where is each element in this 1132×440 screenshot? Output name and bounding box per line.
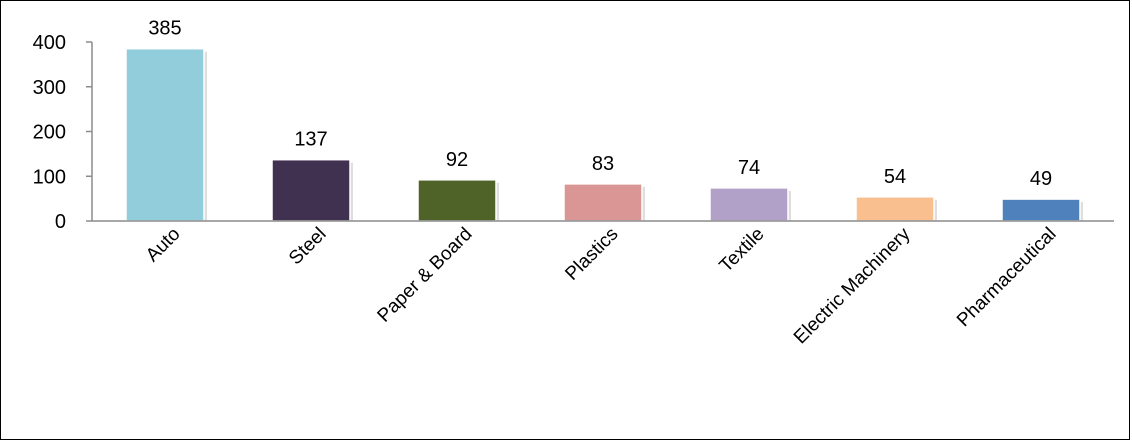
x-tick-label: Textile: [716, 224, 769, 277]
y-tick-label: 400: [33, 32, 66, 54]
bar-chart: 0 100 200 300 400 385 137 92 83 74 54 49 Auto Steel…: [33, 18, 1114, 348]
y-tick-label: 0: [55, 211, 66, 233]
x-tick-label: Auto: [142, 224, 184, 266]
bar-electric-machinery: [855, 196, 935, 222]
bar-paper-board: [417, 179, 497, 222]
x-tick-label: Paper & Board: [374, 224, 477, 327]
data-label: 137: [294, 129, 327, 151]
x-tick-label: Steel: [285, 224, 330, 269]
y-tick-label: 300: [33, 77, 66, 99]
data-label: 83: [592, 153, 614, 175]
data-labels: 385 137 92 83 74 54 49: [148, 18, 1052, 190]
x-tick-label: Electric Machinery: [790, 223, 915, 348]
data-label: 385: [148, 18, 181, 40]
bar-steel: [271, 158, 351, 222]
bars: [125, 47, 1083, 222]
data-label: 92: [446, 149, 468, 171]
x-tick-label: Pharmaceutical: [953, 224, 1060, 331]
x-tick-label: Plastics: [561, 224, 622, 285]
x-axis-categories: Auto Steel Paper & Board Plastics Textile Ele…: [92, 220, 1114, 348]
y-tick-label: 100: [33, 166, 66, 188]
bar-textile: [709, 187, 789, 222]
bar-auto: [125, 47, 205, 222]
bar-pharmaceutical: [1001, 198, 1081, 222]
data-label: 49: [1030, 168, 1052, 190]
bar-plastics: [563, 183, 643, 222]
data-label: 54: [884, 166, 906, 188]
y-axis: 0 100 200 300 400: [33, 32, 93, 233]
y-tick-label: 200: [33, 122, 66, 144]
data-label: 74: [738, 157, 760, 179]
